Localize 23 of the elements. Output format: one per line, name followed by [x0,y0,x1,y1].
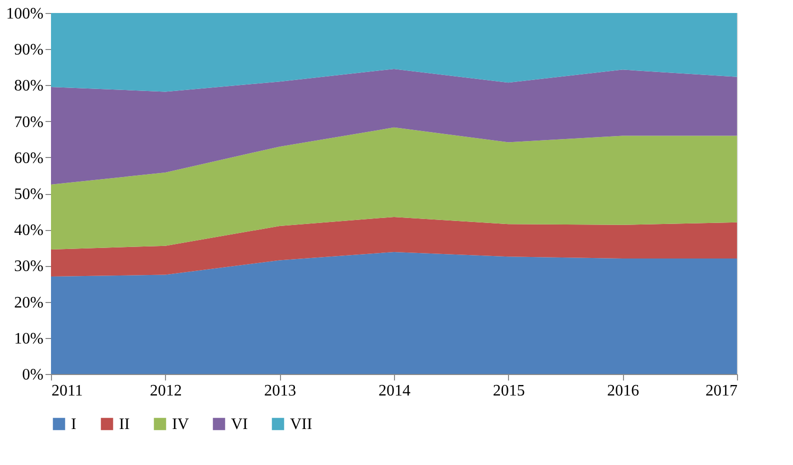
y-tick-label: 30% [14,258,44,276]
x-tick-label: 2014 [378,382,410,400]
legend-label: I [71,416,76,433]
y-tick-label: 10% [14,330,44,348]
y-tick-label: 90% [14,42,44,59]
x-tick-label: 2012 [150,382,182,400]
y-tick-label: 0% [22,366,44,384]
legend-label: IV [172,416,190,433]
y-tick-label: 80% [14,78,44,95]
x-tick-label: 2013 [264,382,296,400]
legend-label: II [119,416,130,433]
y-tick-label: 100% [6,6,44,22]
x-tick-label: 2011 [52,382,83,400]
y-tick-label: 60% [14,150,44,167]
y-tick-label: 50% [14,186,44,203]
y-tick-label: 40% [14,222,44,240]
legend-label: VI [231,416,248,433]
y-tick-label: 70% [14,114,44,131]
x-tick-label: 2016 [607,382,640,400]
x-tick-label: 2015 [492,382,525,400]
y-tick-label: 20% [14,294,44,312]
legend-label: VII [290,416,312,433]
x-tick-label: 2017 [706,382,738,400]
